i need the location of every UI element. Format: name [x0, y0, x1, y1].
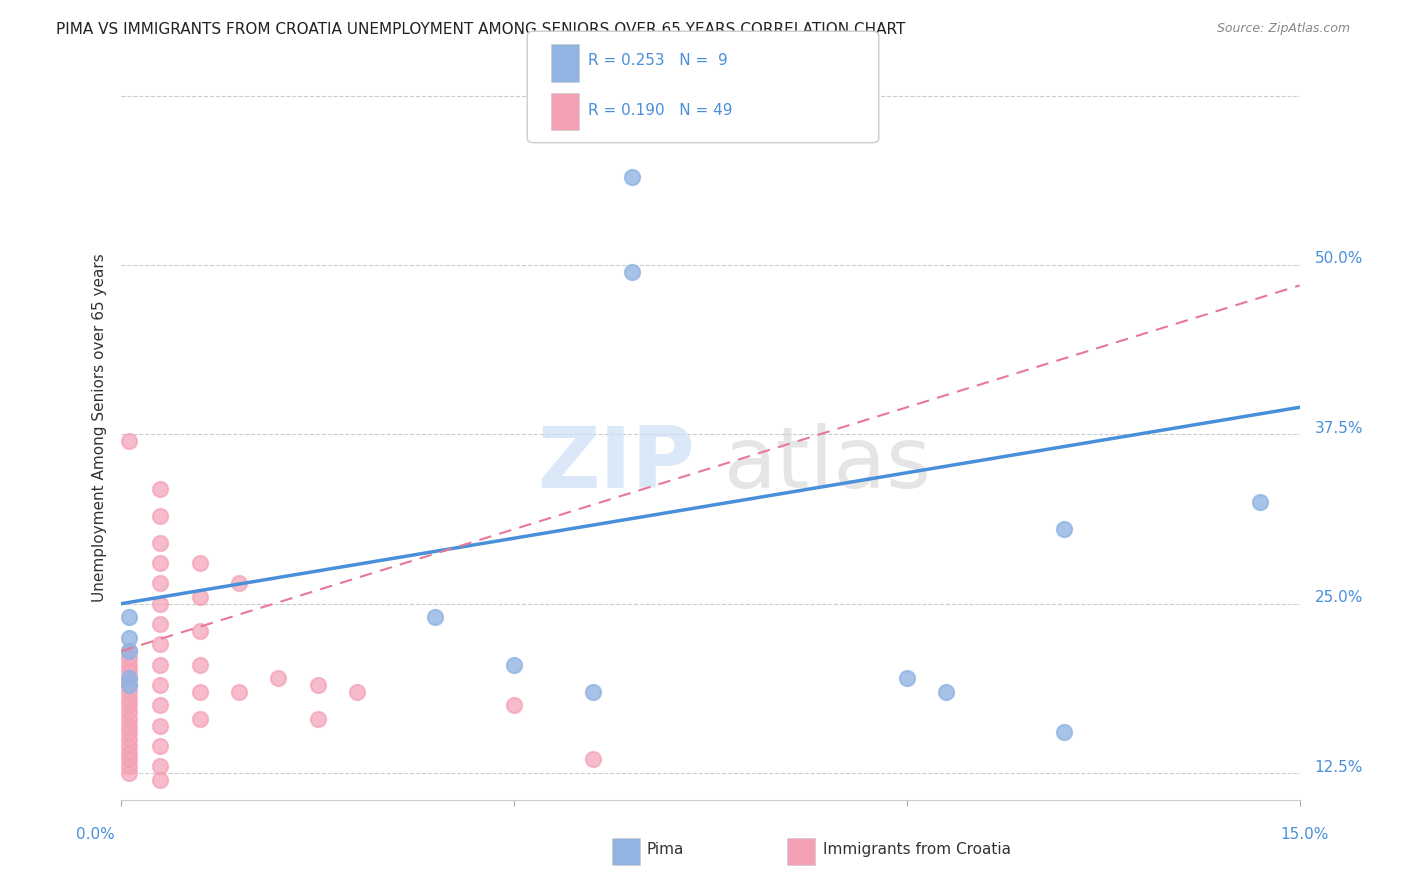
- Y-axis label: Unemployment Among Seniors over 65 years: Unemployment Among Seniors over 65 years: [93, 253, 107, 602]
- Point: [149, 617, 172, 632]
- Point: [118, 718, 141, 732]
- Point: [149, 657, 172, 672]
- Point: [118, 671, 141, 685]
- Point: [118, 671, 141, 685]
- Point: [118, 644, 141, 658]
- Point: [118, 746, 141, 760]
- Text: 12.5%: 12.5%: [1315, 760, 1362, 774]
- Point: [118, 739, 141, 753]
- Point: [118, 644, 141, 658]
- Point: [149, 535, 172, 549]
- Point: [1053, 522, 1076, 536]
- Point: [118, 712, 141, 726]
- Point: [503, 698, 526, 713]
- Text: Pima: Pima: [647, 842, 685, 856]
- Point: [149, 508, 172, 523]
- Point: [118, 651, 141, 665]
- Point: [149, 637, 172, 651]
- Point: [228, 684, 250, 698]
- Point: [118, 752, 141, 766]
- Point: [620, 169, 643, 184]
- Point: [118, 691, 141, 706]
- Point: [149, 597, 172, 611]
- Text: 37.5%: 37.5%: [1315, 421, 1362, 435]
- Point: [228, 576, 250, 591]
- Point: [267, 671, 290, 685]
- Point: [188, 684, 211, 698]
- Text: PIMA VS IMMIGRANTS FROM CROATIA UNEMPLOYMENT AMONG SENIORS OVER 65 YEARS CORRELA: PIMA VS IMMIGRANTS FROM CROATIA UNEMPLOY…: [56, 22, 905, 37]
- Point: [149, 759, 172, 773]
- Point: [118, 759, 141, 773]
- Text: Source: ZipAtlas.com: Source: ZipAtlas.com: [1216, 22, 1350, 36]
- Point: [118, 665, 141, 679]
- Point: [581, 752, 603, 766]
- Point: [1249, 495, 1271, 509]
- Text: 25.0%: 25.0%: [1315, 591, 1362, 605]
- Point: [118, 732, 141, 747]
- Text: 50.0%: 50.0%: [1315, 252, 1362, 266]
- Point: [188, 590, 211, 604]
- Point: [149, 678, 172, 692]
- Point: [118, 610, 141, 624]
- Point: [149, 698, 172, 713]
- Point: [118, 725, 141, 739]
- Text: 15.0%: 15.0%: [1281, 827, 1329, 841]
- Point: [935, 684, 957, 698]
- Point: [149, 739, 172, 753]
- Point: [118, 684, 141, 698]
- Point: [118, 698, 141, 713]
- Text: R = 0.190   N = 49: R = 0.190 N = 49: [588, 103, 733, 118]
- Point: [118, 434, 141, 449]
- Point: [149, 482, 172, 496]
- Point: [581, 684, 603, 698]
- Text: ZIP: ZIP: [537, 424, 695, 507]
- Point: [346, 684, 368, 698]
- Point: [118, 631, 141, 645]
- Point: [896, 671, 918, 685]
- Point: [1053, 725, 1076, 739]
- Point: [118, 705, 141, 719]
- Text: 0.0%: 0.0%: [76, 827, 115, 841]
- Point: [118, 678, 141, 692]
- Text: R = 0.253   N =  9: R = 0.253 N = 9: [588, 53, 727, 68]
- Point: [118, 766, 141, 780]
- Point: [188, 712, 211, 726]
- Point: [118, 678, 141, 692]
- Point: [188, 657, 211, 672]
- Text: atlas: atlas: [724, 424, 932, 507]
- Point: [149, 772, 172, 787]
- Point: [149, 576, 172, 591]
- Point: [188, 556, 211, 570]
- Point: [620, 265, 643, 279]
- Point: [307, 678, 329, 692]
- Point: [503, 657, 526, 672]
- Point: [425, 610, 447, 624]
- Point: [118, 657, 141, 672]
- Point: [149, 718, 172, 732]
- Point: [149, 556, 172, 570]
- Point: [188, 624, 211, 638]
- Text: Immigrants from Croatia: Immigrants from Croatia: [823, 842, 1011, 856]
- Point: [307, 712, 329, 726]
